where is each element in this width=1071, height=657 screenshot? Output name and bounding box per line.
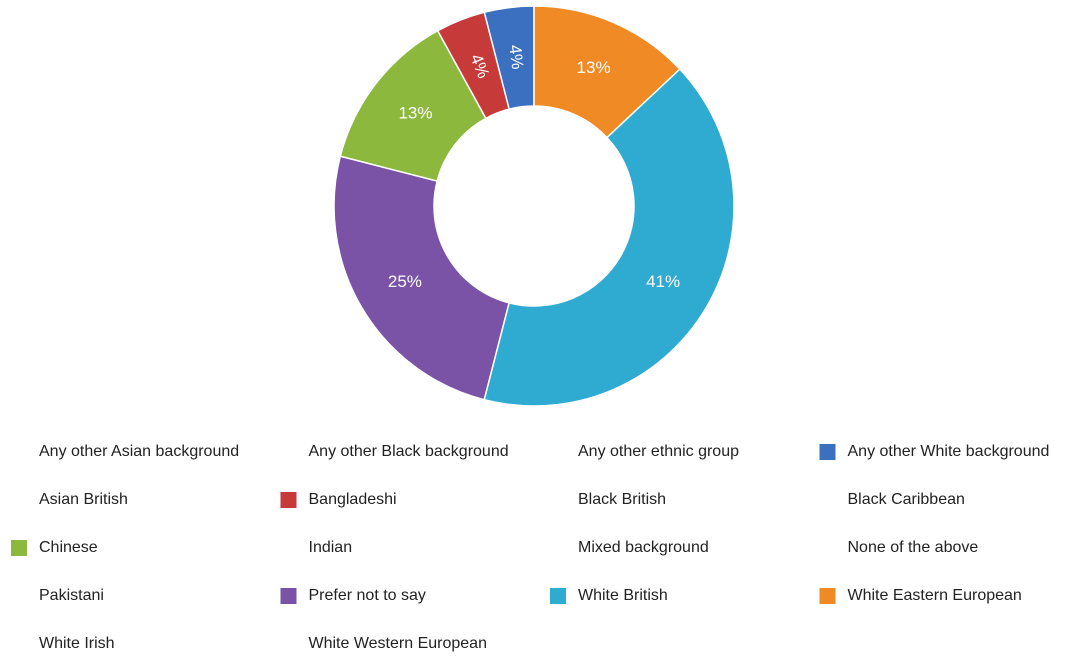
legend-label: White Irish xyxy=(39,635,115,652)
data-label: 41% xyxy=(646,272,680,291)
legend-label: Mixed background xyxy=(578,539,709,556)
legend-label: Bangladeshi xyxy=(309,491,397,508)
legend-swatch xyxy=(550,588,566,604)
data-label: 13% xyxy=(398,104,432,123)
legend-swatch xyxy=(819,588,836,604)
legend-swatch xyxy=(819,444,836,460)
legend-label: Any other White background xyxy=(848,443,1050,460)
legend-label: Any other Black background xyxy=(309,443,509,460)
legend-label: Asian British xyxy=(39,491,128,508)
legend-swatch xyxy=(280,588,297,604)
data-label: 4% xyxy=(505,44,527,71)
legend-label: White British xyxy=(578,587,668,604)
legend-label: Black Caribbean xyxy=(848,491,965,508)
legend-label: Indian xyxy=(309,539,353,556)
data-label: 13% xyxy=(577,58,611,77)
legend-label: Pakistani xyxy=(39,587,104,604)
legend-swatch xyxy=(280,492,297,508)
data-label: 25% xyxy=(388,272,422,291)
legend-label: Any other Asian background xyxy=(39,443,239,460)
slice xyxy=(483,68,735,407)
legend-label: Prefer not to say xyxy=(309,587,426,604)
legend-label: Any other ethnic group xyxy=(578,443,739,460)
slice xyxy=(333,155,511,401)
legend-label: White Eastern European xyxy=(848,587,1022,604)
legend-label: White Western European xyxy=(309,635,487,652)
legend-label: Black British xyxy=(578,491,666,508)
legend-swatch xyxy=(11,540,27,556)
slice xyxy=(533,5,681,139)
legend-label: None of the above xyxy=(848,539,979,556)
legend-label: Chinese xyxy=(39,539,98,556)
